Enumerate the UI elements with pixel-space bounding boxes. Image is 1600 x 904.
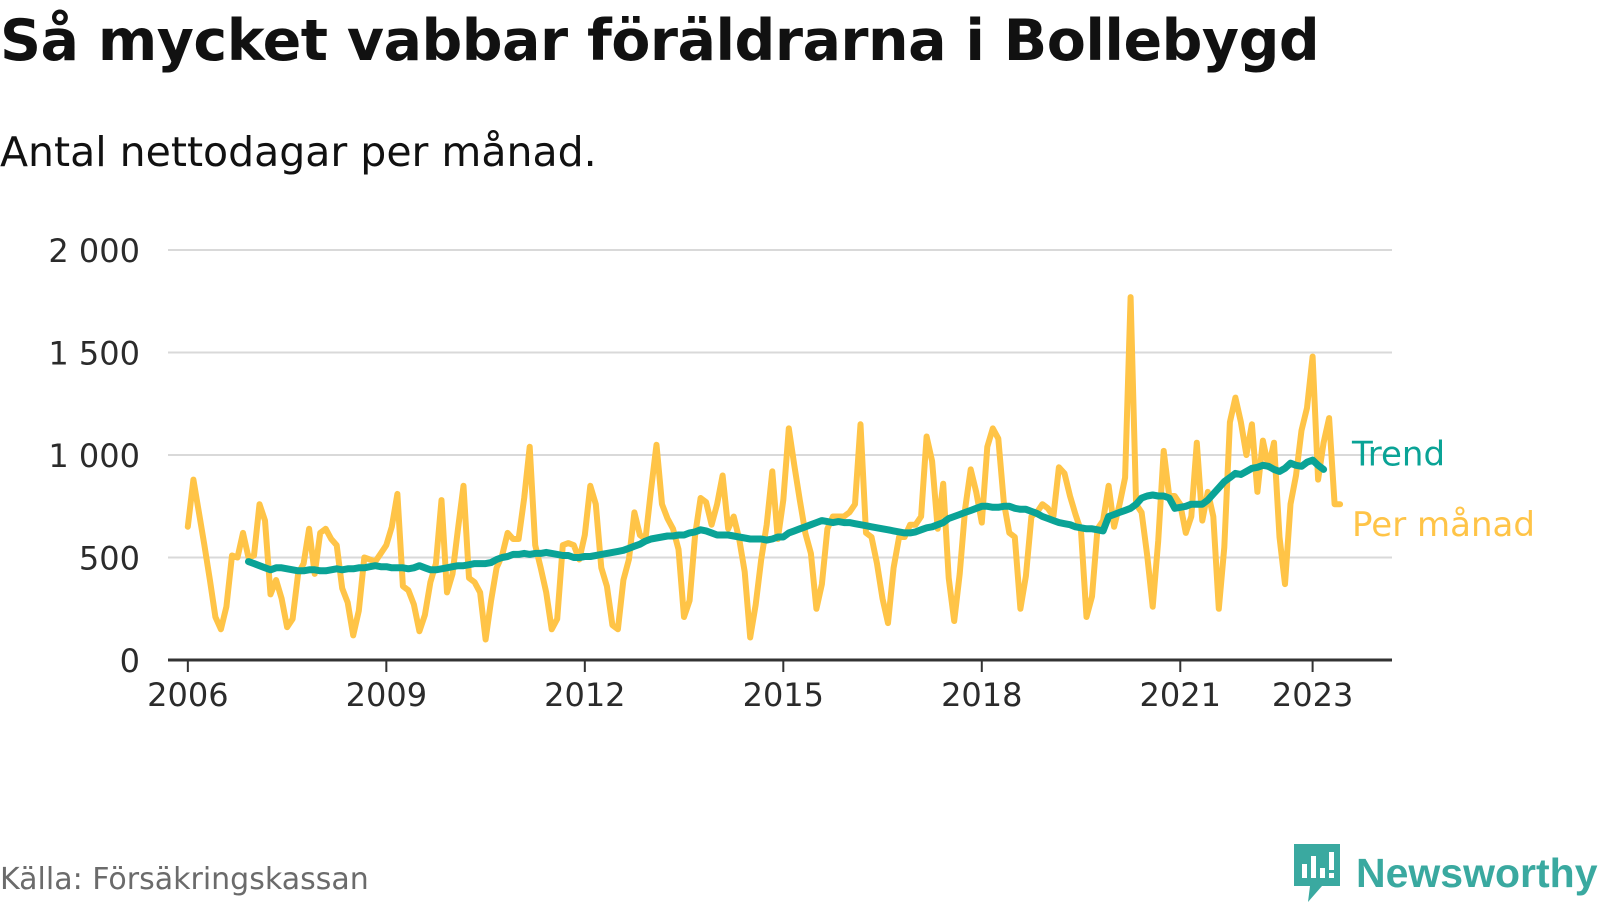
brand[interactable]: Newsworthy xyxy=(1292,842,1598,904)
y-tick-label: 2 000 xyxy=(48,232,140,270)
y-axis-ticks: 0 500 1 000 1 500 2 000 xyxy=(48,232,140,680)
y-tick-label: 1 500 xyxy=(48,335,140,373)
x-tick-label: 2015 xyxy=(743,676,824,714)
legend: Per månad Trend xyxy=(1351,434,1535,545)
x-tick-label: 2006 xyxy=(147,676,228,714)
series-line-per-month xyxy=(184,294,1344,643)
x-tick-label: 2021 xyxy=(1140,676,1221,714)
x-tick-label: 2023 xyxy=(1272,676,1353,714)
y-tick-label: 1 000 xyxy=(48,437,140,475)
newsworthy-logo-icon xyxy=(1294,844,1340,902)
series-lines xyxy=(184,294,1344,643)
x-tick-label: 2012 xyxy=(544,676,625,714)
x-tick-label: 2009 xyxy=(346,676,427,714)
x-axis: 2006 2009 2012 2015 2018 2021 2023 xyxy=(147,658,1392,714)
series-line-trend xyxy=(245,456,1328,575)
legend-label-per-month: Per månad xyxy=(1352,505,1535,545)
y-tick-label: 500 xyxy=(79,540,140,578)
source-note: Källa: Försäkringskassan xyxy=(0,862,369,897)
y-tick-label: 0 xyxy=(120,642,140,680)
chart-subtitle: Antal nettodagar per månad. xyxy=(0,128,597,176)
brand-name: Newsworthy xyxy=(1356,849,1598,896)
x-tick-label: 2018 xyxy=(941,676,1022,714)
chart-title: Så mycket vabbar föräldrarna i Bollebygd xyxy=(0,8,1320,74)
legend-label-trend: Trend xyxy=(1351,434,1445,474)
